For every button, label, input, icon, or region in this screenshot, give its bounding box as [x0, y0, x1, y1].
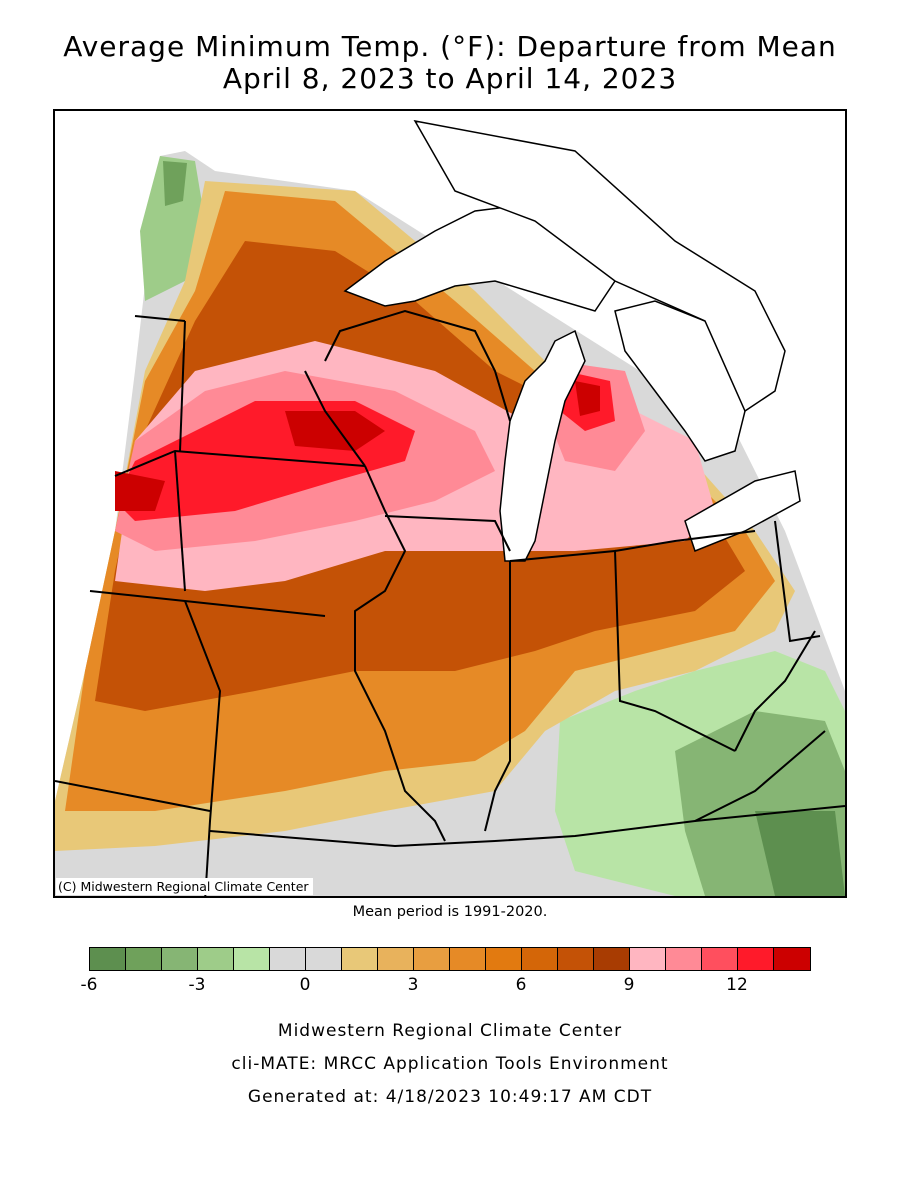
- mean-period-note: Mean period is 1991-2020.: [352, 904, 548, 920]
- footer-generated-at: Generated at: 4/18/2023 10:49:17 AM CDT: [247, 1087, 653, 1107]
- footer-organization: Midwestern Regional Climate Center: [277, 1021, 623, 1041]
- legend-swatch: [198, 948, 234, 970]
- legend-swatch: [702, 948, 738, 970]
- color-legend-ticks: -6 -3 0 3 6 9 12: [0, 975, 900, 999]
- lake-erie: [684, 470, 801, 552]
- legend-swatch: [234, 948, 270, 970]
- legend-swatch: [738, 948, 774, 970]
- map-credit: (C) Midwestern Regional Climate Center: [56, 878, 313, 895]
- legend-tick-label: 3: [407, 975, 419, 995]
- legend-swatch: [522, 948, 558, 970]
- legend-swatch: [270, 948, 306, 970]
- map-shading-dark-red-ia: [115, 471, 165, 511]
- legend-swatch: [126, 948, 162, 970]
- map-shading-dark-red: [285, 411, 385, 451]
- legend-swatch: [342, 948, 378, 970]
- lake-michigan: [499, 329, 586, 562]
- legend-swatch: [162, 948, 198, 970]
- legend-swatch: [666, 948, 702, 970]
- legend-swatch: [378, 948, 414, 970]
- color-legend-bar: [89, 947, 811, 971]
- footer-tool: cli-MATE: MRCC Application Tools Environ…: [231, 1054, 669, 1074]
- ontario-land: [413, 119, 786, 413]
- temperature-departure-map: [53, 109, 847, 898]
- map-title: Average Minimum Temp. (°F): Departure fr…: [63, 30, 837, 63]
- legend-swatch: [630, 948, 666, 970]
- legend-tick-label: -6: [80, 975, 98, 995]
- legend-swatch: [414, 948, 450, 970]
- map-shading-dark-red-mi: [575, 381, 600, 416]
- legend-tick-label: -3: [188, 975, 206, 995]
- legend-swatch: [558, 948, 594, 970]
- legend-swatch: [594, 948, 630, 970]
- legend-tick-label: 6: [515, 975, 527, 995]
- legend-tick-label: 9: [623, 975, 635, 995]
- legend-tick-label: 12: [726, 975, 748, 995]
- legend-swatch: [486, 948, 522, 970]
- lake-superior: [343, 205, 616, 312]
- legend-swatch: [774, 948, 810, 970]
- map-shading-green-nw-dark: [163, 161, 187, 206]
- legend-tick-label: 0: [299, 975, 311, 995]
- map-shading-green-se-dark: [755, 811, 845, 896]
- legend-swatch: [90, 948, 126, 970]
- map-date-range: April 8, 2023 to April 14, 2023: [222, 62, 678, 95]
- legend-swatch: [306, 948, 342, 970]
- state-borders: [55, 309, 845, 896]
- legend-swatch: [450, 948, 486, 970]
